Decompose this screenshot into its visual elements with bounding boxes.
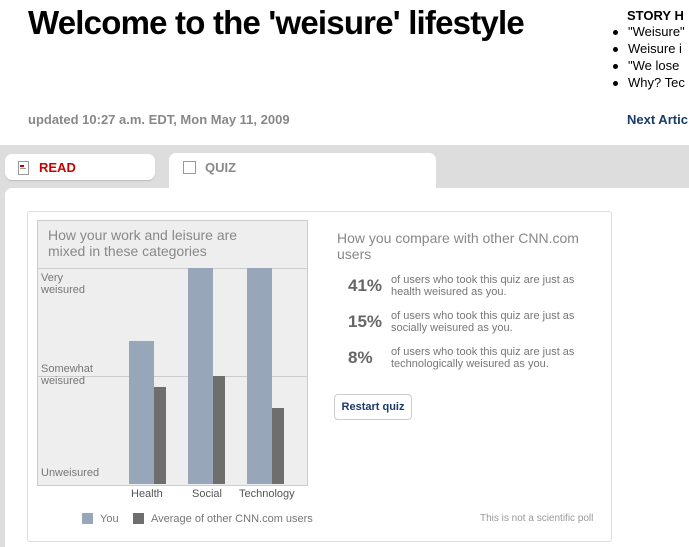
compare-text: of users who took this quiz are just as … [391,274,575,298]
y-tick-somewhat: Somewhat weisured [41,363,93,387]
restart-quiz-button[interactable]: Restart quiz [334,394,412,420]
x-tick-health: Health [131,488,163,500]
compare-title: How you compare with other CNN.com users [337,230,579,262]
x-tick-social: Social [192,488,222,500]
bar-average-health [154,386,166,484]
x-tick-technology: Technology [239,488,295,500]
bar-you-social [188,268,213,484]
quiz-edit-icon [183,161,196,174]
story-highlights: STORY H "Weisure" Weisure i "We lose Why… [613,8,685,91]
bar-average-social [213,376,225,484]
updated-timestamp: updated 10:27 a.m. EDT, Mon May 11, 2009 [28,112,290,127]
story-item[interactable]: "We lose [613,57,685,74]
bar-you-technology [247,268,272,484]
tab-read[interactable]: READ [5,154,155,180]
compare-pct: 8% [348,348,373,367]
legend-swatch-you [82,513,93,524]
poll-disclaimer: This is not a scientific poll [480,513,594,524]
quiz-results-box [27,211,612,542]
compare-text: of users who took this quiz are just as … [391,346,575,370]
compare-text: of users who took this quiz are just as … [391,310,575,334]
bar-average-technology [272,408,284,484]
chart-title: How your work and leisure are mixed in t… [48,227,238,259]
document-icon [18,161,29,175]
tab-read-label: READ [39,160,76,175]
bar-you-health [129,341,154,484]
chart-header [38,221,307,269]
next-article-link[interactable]: Next Artic [627,112,688,127]
story-heading: STORY H [627,8,684,23]
legend-label-average: Average of other CNN.com users [151,513,313,525]
gridline [38,376,307,377]
page-title: Welcome to the 'weisure' lifestyle [28,4,525,41]
tab-quiz-label: QUIZ [205,160,237,175]
story-item[interactable]: Why? Tec [613,75,685,90]
legend-label-you: You [100,513,119,525]
story-item[interactable]: "Weisure" [613,24,685,39]
story-item[interactable]: Weisure i [613,40,685,57]
y-tick-unweisured: Unweisured [41,467,100,479]
legend-swatch-average [133,513,144,524]
compare-pct: 15% [348,312,383,331]
tab-quiz[interactable]: QUIZ [169,153,436,193]
compare-pct: 41% [348,276,383,295]
y-tick-very: Very weisured [41,272,86,296]
